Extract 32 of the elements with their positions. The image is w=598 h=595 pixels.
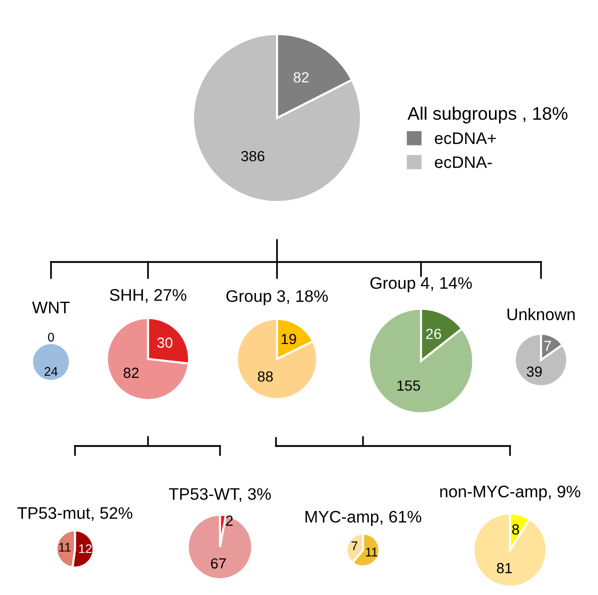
legend-label: ecDNA- (434, 156, 492, 168)
text: 0 (48, 332, 54, 342)
data-label: 81 (496, 562, 512, 574)
data-label: 11 (366, 548, 378, 556)
chart-title: SHH, 27% (110, 289, 186, 303)
data-label: 82 (124, 368, 139, 378)
data-label: 7 (352, 542, 358, 550)
data-label: 24 (44, 366, 58, 376)
data-label: 19 (282, 334, 296, 344)
chart-title: non-MYC-amp, 9% (440, 486, 580, 501)
data-label: 39 (526, 366, 542, 377)
data-label: 88 (258, 371, 273, 382)
chart-title: TP53-WT, 3% (168, 488, 271, 502)
data-label: 67 (211, 558, 226, 569)
data-label: 26 (426, 328, 441, 340)
chart-title: WNT (32, 302, 70, 314)
data-label: 7 (544, 340, 551, 351)
chart-title: Unknown (508, 308, 575, 320)
chart-title: MYC-amp, 61% (306, 510, 422, 526)
data-label: 386 (241, 150, 264, 162)
data-label: 11 (59, 542, 71, 552)
chart-title: TP53-mut, 52% (17, 507, 132, 521)
data-label: 12 (79, 544, 92, 553)
chart-title: Group 3, 18% (226, 290, 328, 306)
legend-label: ecDNA+ (434, 132, 496, 144)
data-label: 82 (294, 72, 309, 83)
chart-title: Group 4, 14% (370, 277, 472, 292)
data-label: 2 (226, 516, 233, 526)
data-label: 8 (512, 524, 520, 535)
data-label: 30 (157, 338, 172, 348)
legend-title: All subgroups , 18% (408, 106, 568, 124)
data-label: 155 (397, 380, 420, 391)
